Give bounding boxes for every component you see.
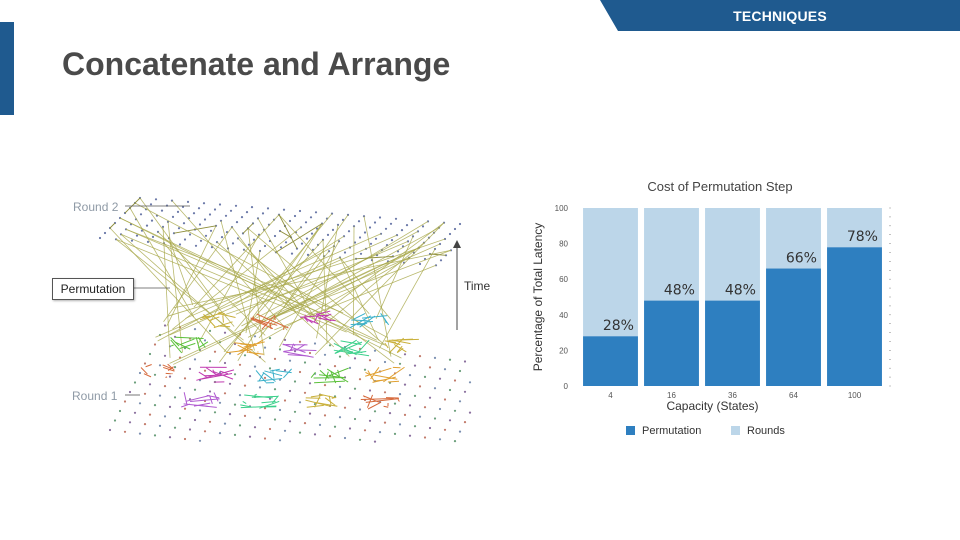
data-label: 48% (725, 283, 756, 299)
legend-entry: Rounds (747, 425, 785, 437)
bar-permutation-36 (705, 300, 760, 386)
y-tick-label: 100 (555, 204, 569, 213)
legend-swatch (731, 426, 740, 435)
y-tick-label: 60 (559, 275, 568, 284)
y-tick-label: 20 (559, 346, 568, 355)
bar-permutation-64 (766, 268, 821, 386)
x-tick-label: 100 (848, 391, 862, 400)
bar-permutation-16 (644, 300, 699, 386)
x-tick-label: 64 (789, 391, 798, 400)
time-arrow-head (453, 240, 461, 248)
legend-entry: Permutation (642, 425, 701, 437)
x-tick-label: 36 (728, 391, 737, 400)
permutation-label: Permutation (52, 278, 134, 300)
y-tick-label: 0 (564, 382, 569, 391)
data-label: 66% (786, 251, 817, 267)
bar-permutation-4 (583, 336, 638, 386)
round2-label: Round 2 (73, 200, 119, 214)
y-tick-label: 40 (559, 311, 568, 320)
page-title: Concatenate and Arrange (62, 46, 451, 82)
bar-rounds-36 (705, 208, 760, 301)
bar-rounds-4 (583, 208, 638, 337)
accent-bar (0, 22, 14, 115)
round1-label: Round 1 (72, 389, 118, 403)
y-tick-label: 80 (559, 240, 568, 249)
bar-permutation-100 (827, 247, 882, 386)
data-label: 78% (847, 229, 878, 245)
bar-rounds-16 (644, 208, 699, 301)
bar-rounds-64 (766, 208, 821, 269)
chart-title: Cost of Permutation Step (647, 179, 793, 194)
x-tick-label: 16 (667, 391, 676, 400)
y-axis-label: Percentage of Total Latency (531, 223, 545, 372)
data-label: 28% (603, 318, 634, 334)
x-axis-label: Capacity (States) (666, 399, 758, 413)
time-label: Time (464, 279, 491, 293)
permutation-network-diagram (98, 196, 472, 443)
x-tick-label: 4 (608, 391, 613, 400)
data-label: 48% (664, 283, 695, 299)
legend-swatch (626, 426, 635, 435)
section-tag-background (600, 0, 960, 31)
stacked-bar-chart: 0 20 40 60 80 100 Percentage of Total Latency 2… (531, 204, 891, 437)
bar-rounds-100 (827, 208, 882, 248)
section-tag: TECHNIQUES (733, 7, 827, 24)
